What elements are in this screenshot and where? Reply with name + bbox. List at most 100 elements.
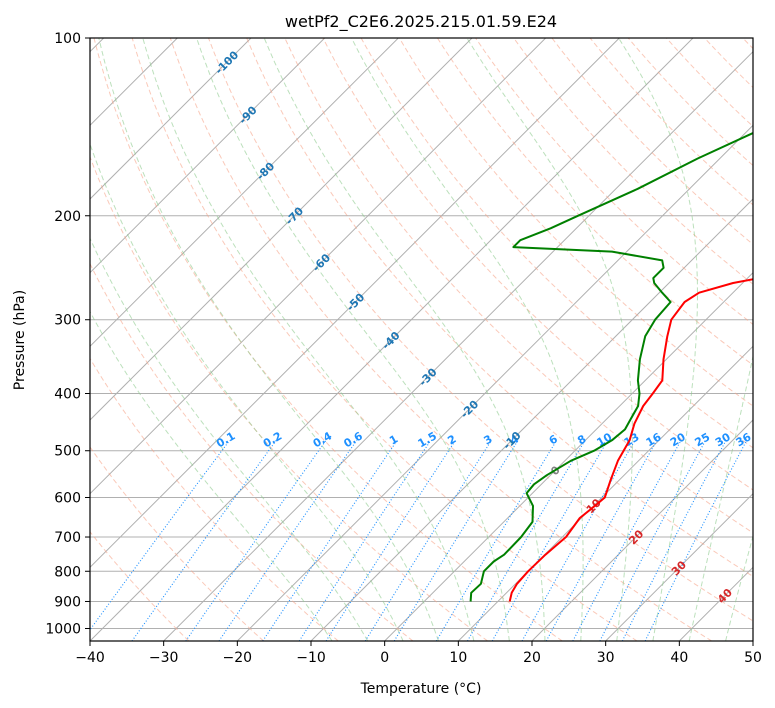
mixing-ratio-line <box>521 440 636 641</box>
dry-adiabat-line <box>90 446 264 641</box>
dry-adiabat-line <box>360 38 753 449</box>
mixing-ratio-line <box>545 440 658 641</box>
mixing-ratio-lines <box>90 439 748 641</box>
isotherm-label: -90 <box>236 103 259 126</box>
y-tick-label: 600 <box>54 490 81 506</box>
mixing-ratio-line <box>262 439 398 641</box>
dry-adiabat-line <box>513 38 753 285</box>
dry-adiabat-line <box>93 38 563 641</box>
x-axis-label: Temperature (°C) <box>360 681 482 697</box>
mixing-ratio-label: 0.6 <box>341 429 365 450</box>
moist-adiabat-line <box>688 353 753 641</box>
y-tick-label: 800 <box>54 564 81 580</box>
isotherm-line <box>531 419 753 641</box>
isotherm-line <box>163 50 753 641</box>
dry-adiabat-line <box>90 262 414 641</box>
dry-adiabat-line <box>704 38 753 89</box>
isotherm-line <box>457 345 753 641</box>
isotherm-label: -100 <box>213 48 242 77</box>
dry-adiabat-line <box>398 38 753 407</box>
y-tick-label: 200 <box>54 209 81 225</box>
mixing-ratio-line <box>467 440 586 641</box>
dry-adiabat-line <box>666 38 753 128</box>
isotherm-line <box>605 492 753 641</box>
moist-adiabat-line <box>90 310 333 641</box>
moist-adiabat-line <box>98 38 439 641</box>
y-tick-label: 300 <box>54 313 81 329</box>
mixing-ratio-line <box>131 439 277 641</box>
mixing-ratio-label: 0.2 <box>261 429 284 450</box>
x-tick-label: 30 <box>597 650 615 666</box>
isotherm-line <box>752 640 753 641</box>
mixing-ratio-line <box>491 440 609 641</box>
mixing-ratio-line <box>364 440 492 641</box>
dry-adiabat-line <box>169 38 712 641</box>
mixing-ratio-line <box>572 440 682 641</box>
moist-adiabats <box>90 38 753 641</box>
profile-series <box>469 132 753 602</box>
y-tick-label: 1000 <box>45 621 81 637</box>
dry-adiabat-line <box>131 38 638 641</box>
moist-adiabat-line <box>196 38 510 641</box>
mixing-ratio-line <box>644 440 748 641</box>
skewed-isotherms <box>90 38 753 641</box>
moist-adiabat-line <box>90 237 369 641</box>
mixing-ratio-label: 30 <box>713 430 733 449</box>
y-tick-label: 100 <box>54 31 81 47</box>
x-axis-ticks: −40 −30 −20 −10 0 10 20 30 40 50 <box>75 641 762 666</box>
moist-adiabat-line <box>725 534 753 641</box>
dry-adiabat-line <box>436 38 753 366</box>
y-tick-label: 400 <box>54 387 81 403</box>
dry-adiabat-line <box>90 155 488 641</box>
mixing-ratio-line <box>435 440 558 641</box>
pressure-grid <box>90 38 753 629</box>
mixing-ratio-line <box>621 440 727 641</box>
mixing-ratio-label: 36 <box>734 430 754 449</box>
x-tick-label: −20 <box>223 650 253 666</box>
isotherm-line <box>678 566 753 641</box>
dry-adiabat-line <box>246 38 753 578</box>
dry-adiabat-line <box>322 38 753 491</box>
mixing-ratio-label: 16 <box>644 430 664 449</box>
mixing-ratio-label: 20 <box>668 430 688 449</box>
isotherm-line <box>384 271 753 641</box>
isotherm-label: -70 <box>283 204 306 227</box>
plot-frame <box>89 37 754 642</box>
dry-adiabat-line <box>742 38 753 50</box>
plot-area: 0.1 0.2 0.4 0.6 1 1.5 2 3 4 6 8 10 13 16 20 25 30 36-100-… <box>90 38 754 641</box>
mixing-ratio-label: 2 <box>445 432 458 447</box>
y-tick-label: 500 <box>54 444 81 460</box>
mixing-ratio-line <box>599 440 707 641</box>
mixing-ratio-line <box>185 439 327 641</box>
mixing-ratio-line <box>90 439 231 631</box>
dry-adiabat-line <box>208 38 753 622</box>
moist-adiabat-line <box>263 38 546 641</box>
isotherm-line <box>90 38 473 421</box>
y-tick-label: 700 <box>54 530 81 546</box>
x-tick-label: 0 <box>380 650 389 666</box>
isotherm-line <box>90 38 694 641</box>
chart-title: wetPf2_C2E6.2025.215.01.59.E24 <box>285 12 557 32</box>
temperature-profile-line <box>508 278 753 602</box>
isotherm-line <box>90 38 326 274</box>
mixing-ratio-label: 0.4 <box>311 429 335 450</box>
dry-adiabat-line <box>475 38 753 326</box>
x-tick-label: −40 <box>75 650 105 666</box>
dry-adiabat-line <box>90 531 190 641</box>
mixing-ratio-line <box>325 439 456 641</box>
x-tick-label: −30 <box>149 650 179 666</box>
isotherm-line <box>90 38 620 569</box>
dewpoint-profile-line <box>469 132 753 602</box>
isotherm-line <box>90 38 399 348</box>
mixing-ratio-line <box>298 439 432 641</box>
isotherm-line <box>90 38 252 200</box>
x-tick-label: 10 <box>449 650 467 666</box>
mixing-ratio-label: 25 <box>693 430 713 449</box>
dry-adiabat-line <box>90 357 339 641</box>
mixing-ratio-line <box>218 439 358 641</box>
dry-adiabat-line <box>589 38 753 206</box>
mixing-ratio-label: 3 <box>482 432 495 447</box>
x-tick-label: 40 <box>670 650 688 666</box>
moist-adiabat-line <box>466 38 633 641</box>
